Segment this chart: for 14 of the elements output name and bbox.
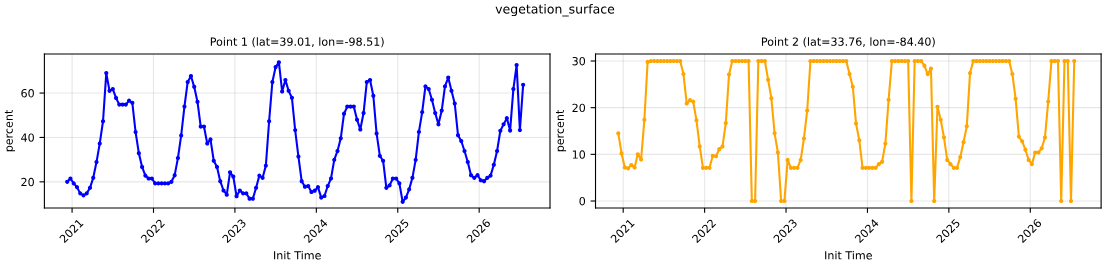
y-tick-label: 20	[21, 177, 34, 187]
x-axis-title: Init Time	[825, 250, 872, 260]
y-axis-title: percent	[4, 110, 15, 152]
y-tick-label: 40	[21, 133, 34, 142]
y-tick-label: 0	[579, 196, 586, 206]
y-tick-label: 10	[572, 150, 586, 159]
text: vegetation_surface	[495, 3, 615, 17]
y-tick-label: 20	[572, 103, 586, 113]
y-tick-label: 60	[21, 89, 34, 98]
chart-title: Point 1 (lat=39.01, lon=-98.51)	[210, 37, 384, 48]
y-axis-title: percent	[555, 110, 567, 152]
y-tick-label: 30	[572, 56, 586, 66]
x-axis-title: Init Time	[274, 250, 321, 260]
chart-title: Point 2 (lat=33.76, lon=-84.40)	[761, 37, 935, 48]
